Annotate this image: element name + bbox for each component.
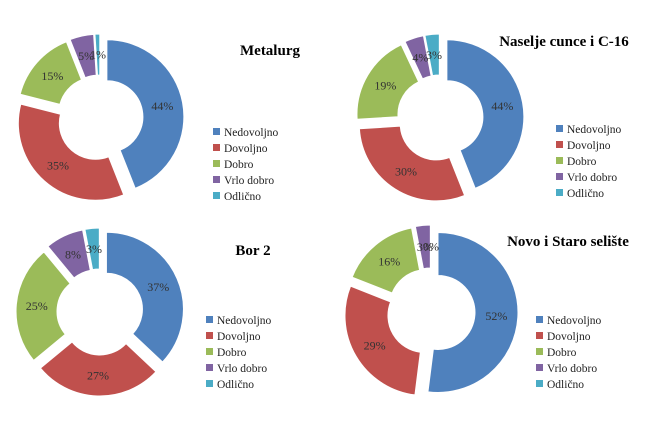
- slice-dovoljno: [358, 125, 466, 202]
- legend-swatch-dovoljno: [536, 332, 543, 339]
- legend-label-dobro: Dobro: [217, 347, 247, 359]
- legend-swatch-dobro: [206, 348, 213, 355]
- slice-vrlo-dobro: [47, 229, 91, 279]
- data-label-dovoljno: 35%: [47, 159, 69, 173]
- legend-label-odlicno: Odlično: [224, 191, 261, 203]
- data-label-odlicno: 3%: [426, 48, 442, 62]
- donut-chart-2: Naselje cunce i C-16 44% 30% 19% 4%3% Nedovol…: [356, 33, 629, 202]
- slice-nedovoljno: [105, 231, 184, 363]
- legend-swatch-dobro: [536, 348, 543, 355]
- legend-label-nedovoljno: Nedovoljno: [224, 127, 279, 139]
- slice-dobro: [351, 227, 421, 294]
- slice-vrlo-dobro: [69, 33, 97, 79]
- legend-label-dobro: Dobro: [567, 156, 597, 168]
- slice-dobro: [15, 251, 71, 362]
- legend-label-nedovoljno: Nedovoljno: [217, 315, 272, 327]
- legend-label-odlicno: Odlično: [567, 188, 604, 200]
- data-label-dobro: 15%: [41, 69, 63, 83]
- legend-label-dovoljno: Dovoljno: [217, 331, 261, 343]
- legend-swatch-vrlo-dobro: [556, 173, 563, 180]
- chart-title: Bor 2: [235, 243, 270, 259]
- legend-swatch-dobro: [556, 157, 563, 164]
- donut-chart-1: Metalurg 44% 35% 15% 5%1% Nedovoljno Dovoljno D…: [17, 33, 300, 203]
- legend-label-vrlo-dobro: Vrlo dobro: [547, 363, 597, 375]
- chart-title: Metalurg: [240, 43, 300, 59]
- data-label-nedovoljno: 44%: [151, 99, 173, 113]
- data-label-nedovoljno: 37%: [147, 280, 169, 294]
- slice-odlicno: [424, 33, 440, 77]
- data-label-vrlo-dobro: 8%: [65, 248, 81, 262]
- donut-chart-3: Bor 2 37% 27% 25% 8% 3% Nedovoljno Dovoljno Dobr…: [15, 227, 272, 397]
- chart-title: Naselje cunce i C-16: [499, 34, 629, 50]
- legend: Nedovoljno Dovoljno Dobro Vrlo dobro Odlično: [206, 315, 272, 391]
- chart-title: Novo i Staro selište: [507, 234, 629, 250]
- slice-dovoljno: [17, 103, 125, 201]
- legend-swatch-nedovoljno: [536, 316, 543, 323]
- legend-swatch-dobro: [213, 160, 220, 167]
- data-label-dovoljno: 27%: [87, 368, 109, 382]
- data-label-vrlo-dobro: 3%: [417, 240, 433, 254]
- legend-swatch-dovoljno: [213, 144, 220, 151]
- data-label-vrlo-dobro: 5%: [78, 49, 94, 63]
- legend-swatch-vrlo-dobro: [536, 364, 543, 371]
- slice-vrlo-dobro: [404, 35, 432, 80]
- slice-dobro: [356, 44, 420, 120]
- legend-swatch-nedovoljno: [206, 316, 213, 323]
- data-label-dobro: 25%: [26, 299, 48, 313]
- legend-swatch-nedovoljno: [556, 125, 563, 132]
- legend-swatch-dovoljno: [556, 141, 563, 148]
- legend-swatch-nedovoljno: [213, 128, 220, 135]
- slice-nedovoljno: [106, 39, 185, 189]
- slice-nedovoljno: [427, 231, 519, 393]
- slice-vrlo-dobro: [414, 224, 431, 270]
- legend-swatch-vrlo-dobro: [213, 176, 220, 183]
- data-label-dobro: 19%: [374, 79, 396, 93]
- legend-label-odlicno: Odlično: [547, 379, 584, 391]
- data-label-odlicno: 1%: [90, 48, 106, 62]
- legend-swatch-odlicno: [213, 192, 220, 199]
- legend-label-nedovoljno: Nedovoljno: [547, 315, 602, 327]
- legend-label-vrlo-dobro: Vrlo dobro: [217, 363, 267, 375]
- legend: Nedovoljno Dovoljno Dobro Vrlo dobro Odlično: [213, 127, 279, 203]
- legend-swatch-dovoljno: [206, 332, 213, 339]
- slice-nedovoljno: [446, 39, 525, 189]
- data-label-dovoljno: 30%: [395, 165, 417, 179]
- legend-swatch-odlicno: [556, 189, 563, 196]
- legend-swatch-odlicno: [206, 380, 213, 387]
- legend-label-dobro: Dobro: [547, 347, 577, 359]
- slice-odlicno: [84, 227, 100, 271]
- donut-chart-4: Novo i Staro selište 52% 29% 16% 3%0% Nedovol…: [344, 224, 629, 396]
- legend-label-dovoljno: Dovoljno: [567, 140, 611, 152]
- legend-label-dobro: Dobro: [224, 159, 254, 171]
- legend-label-odlicno: Odlično: [217, 379, 254, 391]
- data-label-odlicno: 3%: [86, 242, 102, 256]
- data-label-dobro: 16%: [378, 255, 400, 269]
- data-label-nedovoljno: 52%: [485, 309, 507, 323]
- data-label-odlicno: 0%: [423, 240, 439, 254]
- legend: Nedovoljno Dovoljno Dobro Vrlo dobro Odlično: [536, 315, 602, 391]
- legend: Nedovoljno Dovoljno Dobro Vrlo dobro Odlično: [556, 124, 622, 200]
- data-label-dovoljno: 29%: [364, 338, 386, 352]
- slice-dobro: [19, 41, 83, 106]
- legend-label-vrlo-dobro: Vrlo dobro: [567, 172, 617, 184]
- slice-dovoljno: [39, 341, 157, 397]
- legend-label-dovoljno: Dovoljno: [547, 331, 591, 343]
- data-label-vrlo-dobro: 4%: [412, 51, 428, 65]
- slice-dovoljno: [344, 285, 421, 396]
- slice-odlicno: [94, 33, 101, 76]
- legend-swatch-vrlo-dobro: [206, 364, 213, 371]
- data-label-nedovoljno: 44%: [491, 99, 513, 113]
- legend-label-vrlo-dobro: Vrlo dobro: [224, 175, 274, 187]
- legend-label-dovoljno: Dovoljno: [224, 143, 268, 155]
- legend-swatch-odlicno: [536, 380, 543, 387]
- legend-label-nedovoljno: Nedovoljno: [567, 124, 622, 136]
